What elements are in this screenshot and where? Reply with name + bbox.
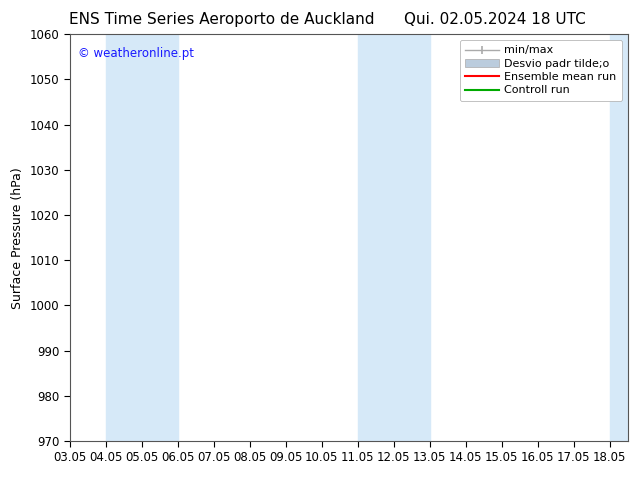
Legend: min/max, Desvio padr tilde;o, Ensemble mean run, Controll run: min/max, Desvio padr tilde;o, Ensemble m… <box>460 40 622 101</box>
Text: ENS Time Series Aeroporto de Auckland: ENS Time Series Aeroporto de Auckland <box>69 12 375 27</box>
Text: © weatheronline.pt: © weatheronline.pt <box>78 47 194 59</box>
Text: Qui. 02.05.2024 18 UTC: Qui. 02.05.2024 18 UTC <box>404 12 585 27</box>
Bar <box>610 34 628 441</box>
Bar <box>106 34 178 441</box>
Bar <box>358 34 430 441</box>
Y-axis label: Surface Pressure (hPa): Surface Pressure (hPa) <box>11 167 24 309</box>
